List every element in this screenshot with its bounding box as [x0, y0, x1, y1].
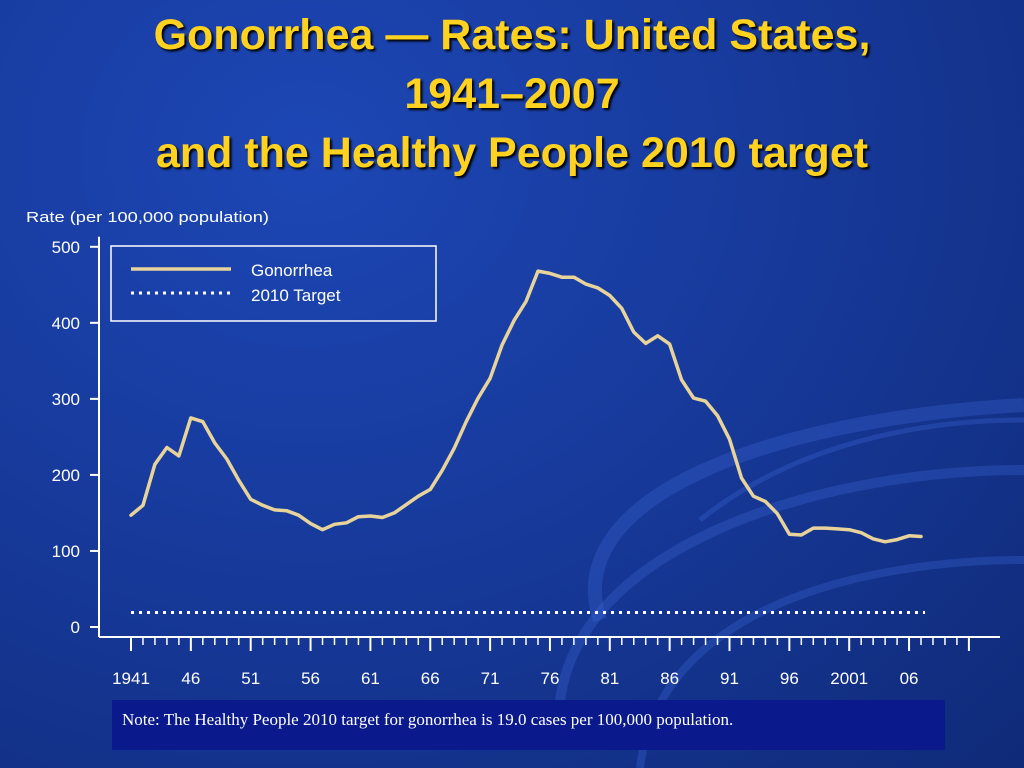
legend-box: [110, 245, 437, 322]
x-tick-label: 66: [421, 669, 440, 688]
title-line-1: Gonorrhea — Rates: United States,: [153, 11, 871, 59]
y-tick-label: 300: [52, 390, 80, 409]
footnote: Note: The Healthy People 2010 target for…: [112, 700, 945, 750]
x-tick-label: 81: [600, 669, 619, 688]
slide-title: Gonorrhea — Rates: United States, 1941–2…: [0, 6, 1024, 183]
y-tick-label: 400: [52, 314, 80, 333]
x-tick-label: 51: [241, 669, 260, 688]
x-tick-label: 71: [481, 669, 500, 688]
y-tick-label: 200: [52, 466, 80, 485]
x-tick-label: 56: [301, 669, 320, 688]
y-tick-label: 0: [71, 618, 80, 637]
x-tick-label: 96: [780, 669, 799, 688]
x-tick-label: 46: [181, 669, 200, 688]
legend-label-target: 2010 Target: [251, 286, 341, 305]
y-tick-label: 500: [52, 238, 80, 257]
gonorrhea-series: [129, 269, 923, 544]
legend: Gonorrhea 2010 Target: [110, 245, 437, 322]
line-chart: Rate (per 100,000 population) 0 100 200 300…: [26, 209, 1000, 688]
y-tick-label: 100: [52, 542, 80, 561]
x-tick-label: 61: [361, 669, 380, 688]
x-tick-label: 06: [900, 669, 919, 688]
x-tick-label: 76: [540, 669, 559, 688]
axes: 0 100 200 300 400 500 1941 46 51 56 61 66 71 76 81 86 91…: [52, 236, 1000, 688]
y-axis-label: Rate (per 100,000 population): [26, 209, 269, 226]
x-tick-label: 86: [660, 669, 679, 688]
x-tick-label: 1941: [112, 669, 150, 688]
gonorrhea-line: [129, 269, 923, 544]
title-line-2: 1941–2007: [404, 70, 620, 118]
title-line-3: and the Healthy People 2010 target: [155, 129, 869, 177]
x-tick-label: 91: [720, 669, 739, 688]
x-tick-label: 2001: [830, 669, 868, 688]
legend-label-gonorrhea: Gonorrhea: [251, 261, 333, 280]
